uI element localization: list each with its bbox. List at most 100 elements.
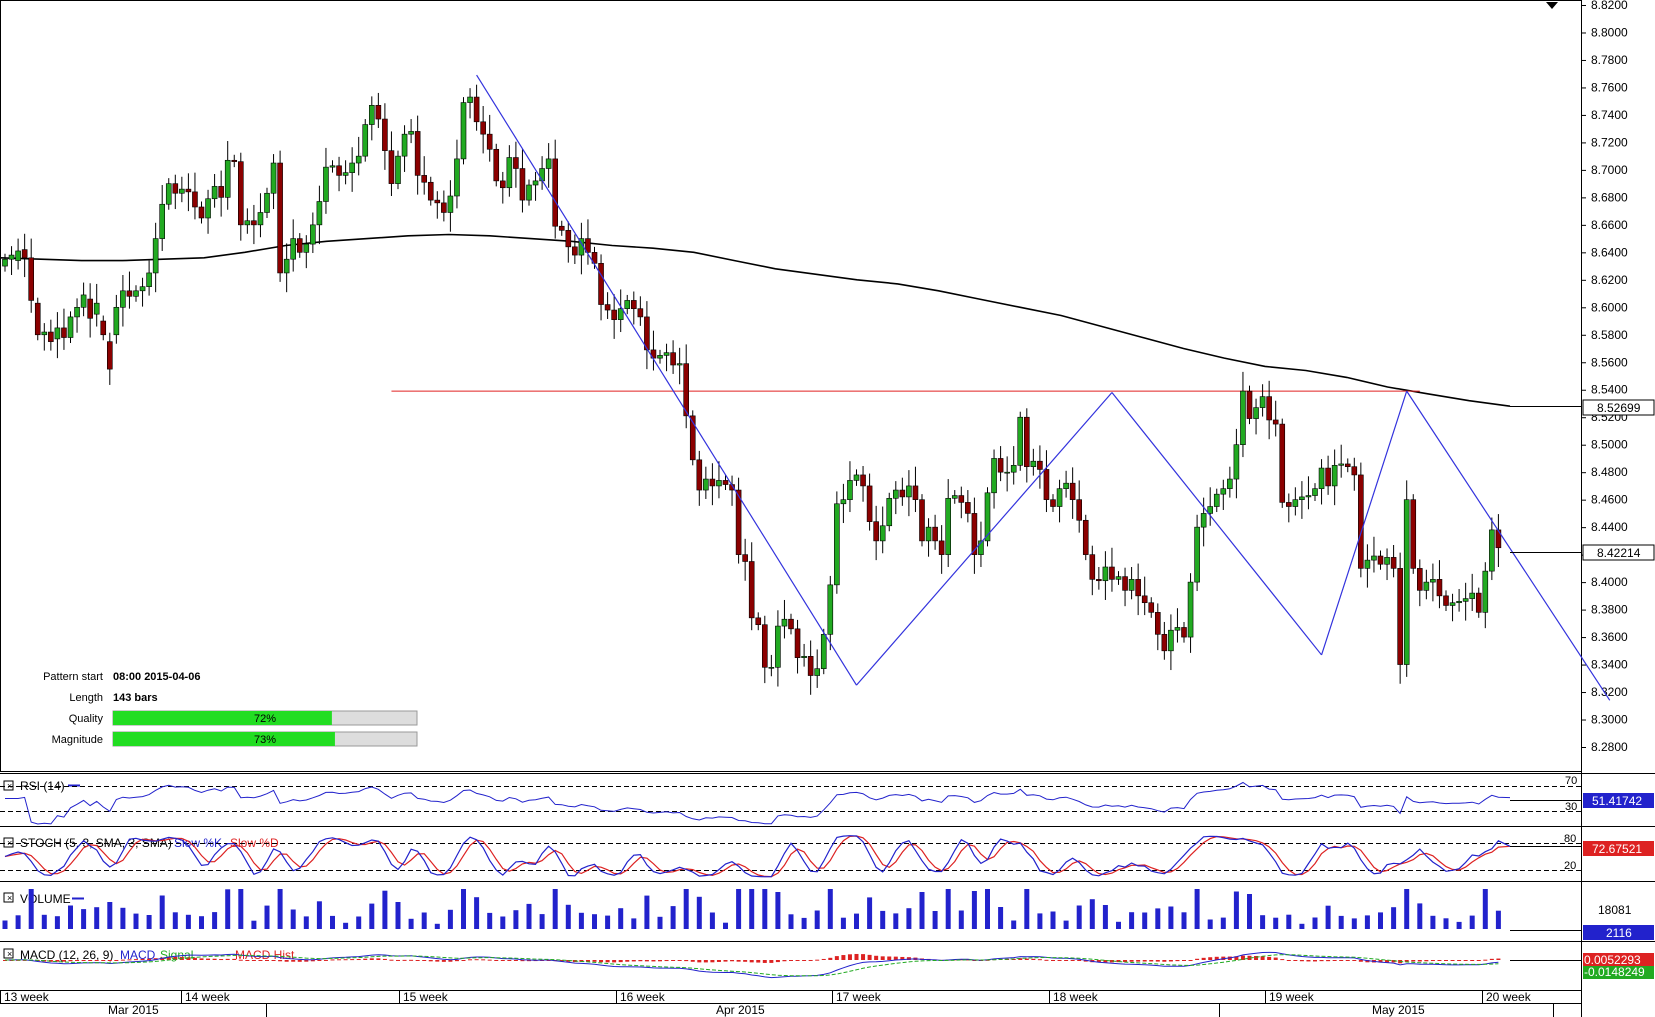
candle [866,473,873,531]
candle [1384,548,1390,581]
volume-bar [107,902,113,929]
macd-hist-bar [1182,960,1186,961]
candle-body [1299,496,1305,500]
candle-body [1397,568,1403,665]
macd-hist-bar [114,960,119,961]
volume-bar [54,916,60,929]
macd-hist-bar [834,956,839,960]
candle-body [1449,602,1456,606]
macd-hist-bar [454,960,459,962]
candle [1403,480,1410,677]
candle [296,233,303,258]
macd-hist-bar [232,958,237,960]
volume-bar [736,889,742,929]
candle [133,285,139,302]
candle-body [1390,557,1397,569]
macd-hist-bar [651,960,656,962]
candle-body [1371,555,1377,561]
volume-bar [1443,918,1449,929]
candle [427,176,434,206]
candle-body [1240,390,1246,446]
candle [722,474,729,491]
candle-body [1292,499,1299,507]
macd-hist-bar [1136,960,1141,962]
price-tick-label: 8.6800 [1591,190,1628,204]
macd-hist-bar [474,959,479,961]
candle-body [781,618,788,627]
macd-hist-bar [756,960,761,963]
rsi-toggle-icon[interactable] [3,780,14,791]
candle [349,147,355,192]
volume-bar [185,914,191,929]
price-tick-label: 8.2800 [1591,740,1628,754]
macd-toggle-icon[interactable] [3,948,14,959]
candle-body [1037,460,1043,470]
candle [1240,371,1246,458]
volume-bar [539,914,545,929]
candle [1377,550,1384,570]
macd-hist-bar [1476,960,1481,961]
candle [945,479,952,567]
macd-hist-bar [697,960,702,963]
candle-body [1155,612,1161,635]
stoch-toggle-icon[interactable] [3,837,14,848]
candle [598,254,604,321]
macd-hist-bar [422,960,427,961]
candle-body [755,617,762,626]
macd-hist-bar [730,960,735,962]
candle-body [860,474,866,487]
candle [473,84,480,131]
candle-body [120,290,126,308]
candle-body [218,186,224,198]
candles [2,84,1502,695]
volume-toggle-icon[interactable] [3,892,14,903]
macd-title: MACD (12, 26, 9) [20,948,113,962]
volume-bar [41,914,47,929]
candle [15,238,21,270]
volume-bar [578,912,584,929]
macd-hist-bar [867,954,872,960]
candle-body [1312,488,1318,496]
volume-bar [1076,905,1082,929]
candle-body [395,155,401,184]
candle [1010,446,1017,485]
stoch-k-legend: Slow %K [174,836,222,850]
candle-body [1102,566,1109,582]
candle-body [15,250,21,261]
macd-hist-bar [494,960,499,961]
macd-hist-bar [147,958,152,960]
candle-body [441,202,447,213]
candle-body [1010,465,1017,473]
candle [539,156,545,190]
candle [1128,566,1135,600]
candle-body [814,668,821,676]
macd-hist-bar [88,960,93,961]
macd-hist-bar [186,957,191,960]
macd-hist-bar [68,960,73,962]
macd-hist-bar [1129,960,1134,962]
candle [1102,551,1109,600]
scroll-arrow-icon[interactable] [1546,2,1558,9]
candle-body [192,191,198,208]
candle [1279,418,1286,508]
candle-body [61,327,67,338]
macd-hist-bar [546,960,551,961]
candle-body [1489,529,1495,572]
candle-body [1082,519,1089,555]
main-plot [0,74,1611,701]
candle [107,332,113,385]
candle [1351,457,1358,491]
candle-body [1161,634,1168,652]
macd-hist-bar [1496,958,1501,960]
candle-body [670,352,676,366]
candle-body [493,148,500,182]
candle-body [657,355,663,359]
stoch-d-legend: Slow %D [230,836,279,850]
macd-hist-bar [1024,958,1029,960]
candle [480,105,486,154]
candle [290,219,297,272]
candle [1253,398,1259,435]
macd-hist-bar [1332,960,1337,961]
candle [814,649,821,688]
macd-hist-bar [343,959,348,961]
